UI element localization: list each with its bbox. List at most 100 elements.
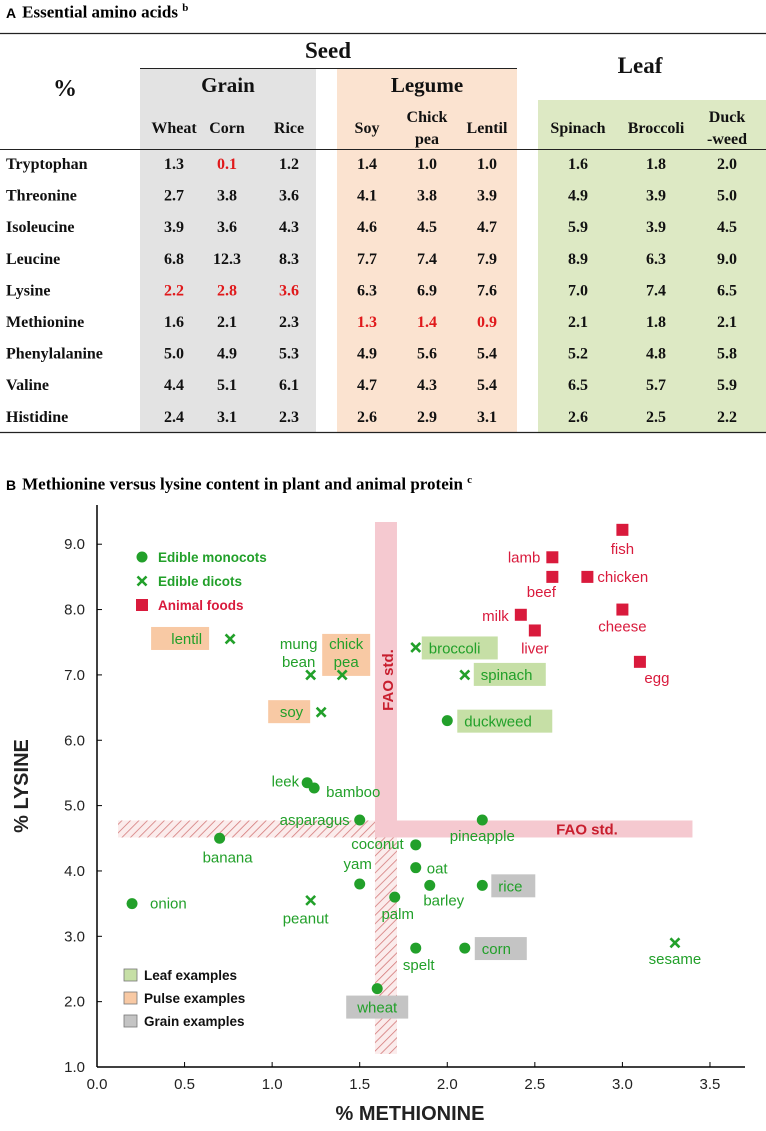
row-label: Isoleucine bbox=[6, 219, 74, 236]
table-cell: 3.1 bbox=[477, 409, 497, 426]
table-cell: 5.7 bbox=[646, 377, 666, 394]
y-tick-label: 9.0 bbox=[64, 536, 85, 553]
y-tick-label: 4.0 bbox=[64, 863, 85, 880]
animal-point bbox=[633, 655, 646, 668]
table-cell: 3.8 bbox=[417, 188, 437, 205]
legend-label: Edible monocots bbox=[158, 550, 267, 565]
legend-label: Edible dicots bbox=[158, 574, 242, 589]
grain-background bbox=[140, 68, 316, 432]
highlight-box bbox=[268, 700, 311, 724]
table-cell-highlight: 2.8 bbox=[217, 282, 237, 299]
point-label: chick pea bbox=[329, 636, 364, 671]
column-header: pea bbox=[415, 131, 439, 148]
table-cell-highlight: 0.9 bbox=[477, 314, 497, 331]
table-cell: 3.6 bbox=[279, 188, 299, 205]
table-cell: 12.3 bbox=[213, 251, 241, 268]
table-cell: 1.0 bbox=[417, 156, 437, 173]
y-tick-label: 6.0 bbox=[64, 732, 85, 749]
column-header: Corn bbox=[209, 120, 245, 137]
table-cell: 7.4 bbox=[417, 251, 437, 268]
panel-a-footnote: b bbox=[182, 2, 189, 14]
table-cell-highlight: 3.6 bbox=[279, 282, 299, 299]
point-label: lamb bbox=[508, 549, 541, 566]
table-cell: 6.9 bbox=[417, 282, 437, 299]
legend-label: Animal foods bbox=[158, 598, 244, 613]
animal-point bbox=[528, 624, 541, 637]
table-cell: 4.7 bbox=[357, 377, 377, 394]
x-tick-label: 2.0 bbox=[437, 1076, 458, 1093]
point-label: barley bbox=[423, 892, 464, 909]
table-cell: 2.7 bbox=[164, 188, 184, 205]
point-label: yam bbox=[344, 856, 372, 873]
monocot-point bbox=[459, 942, 471, 954]
dicot-point bbox=[305, 669, 317, 681]
highlight-box bbox=[457, 709, 553, 733]
table-cell: 4.7 bbox=[477, 219, 497, 236]
table-cell: 2.0 bbox=[717, 156, 737, 173]
seed-header: Seed bbox=[305, 38, 351, 63]
column-header: -weed bbox=[707, 131, 747, 148]
point-label: rice bbox=[498, 878, 522, 895]
row-label: Threonine bbox=[6, 188, 77, 205]
table-cell: 4.1 bbox=[357, 188, 377, 205]
table-cell: 5.1 bbox=[217, 377, 237, 394]
table-cell: 3.8 bbox=[217, 188, 237, 205]
row-label: Valine bbox=[6, 377, 49, 394]
row-label: Histidine bbox=[6, 409, 68, 426]
table-cell: 2.3 bbox=[279, 409, 299, 426]
legume-header: Legume bbox=[391, 73, 463, 97]
x-tick-label: 3.5 bbox=[700, 1076, 721, 1093]
table-cell: 5.9 bbox=[568, 219, 588, 236]
animal-point bbox=[514, 608, 527, 621]
y-tick-label: 8.0 bbox=[64, 602, 85, 619]
table-cell: 3.9 bbox=[646, 188, 666, 205]
table-cell: 2.2 bbox=[717, 409, 737, 426]
table-cell: 1.4 bbox=[357, 156, 377, 173]
table-cell: 4.8 bbox=[646, 346, 666, 363]
column-header: Rice bbox=[274, 120, 304, 137]
highlight-box bbox=[346, 995, 409, 1019]
table-corner-label: % bbox=[53, 76, 77, 102]
dicot-point bbox=[459, 669, 471, 681]
table-cell: 9.0 bbox=[717, 251, 737, 268]
table-cell: 7.9 bbox=[477, 251, 497, 268]
table-cell: 4.9 bbox=[357, 346, 377, 363]
point-label: mung bean bbox=[280, 636, 318, 671]
table-cell: 6.8 bbox=[164, 251, 184, 268]
x-tick-label: 1.5 bbox=[349, 1076, 370, 1093]
panel-b-footnote: c bbox=[467, 474, 473, 486]
y-tick-label: 7.0 bbox=[64, 667, 85, 684]
table-cell: 4.5 bbox=[717, 219, 737, 236]
table-cell: 4.9 bbox=[568, 188, 588, 205]
x-tick-label: 0.5 bbox=[174, 1076, 195, 1093]
monocot-point bbox=[476, 814, 488, 826]
monocot-point bbox=[410, 942, 422, 954]
dicot-point bbox=[336, 669, 348, 681]
table-cell: 1.8 bbox=[646, 156, 666, 173]
table-cell: 3.6 bbox=[217, 219, 237, 236]
point-label: spelt bbox=[403, 957, 436, 974]
point-label: peanut bbox=[283, 910, 330, 927]
table-cell-highlight: 0.1 bbox=[217, 156, 237, 173]
monocot-point bbox=[354, 814, 366, 826]
point-label: chicken bbox=[597, 569, 648, 586]
grain-header: Grain bbox=[201, 73, 255, 97]
y-tick-label: 5.0 bbox=[64, 798, 85, 815]
monocot-point bbox=[424, 879, 436, 891]
point-label: corn bbox=[482, 941, 511, 958]
point-label: egg bbox=[644, 670, 669, 687]
table-cell: 2.5 bbox=[646, 409, 666, 426]
fao-methionine-band bbox=[374, 522, 397, 837]
legend-swatch bbox=[123, 991, 138, 1005]
table-cell: 3.1 bbox=[217, 409, 237, 426]
monocot-point bbox=[389, 891, 401, 903]
table-cell: 2.3 bbox=[279, 314, 299, 331]
row-label: Methionine bbox=[6, 314, 84, 331]
point-label: fish bbox=[611, 541, 634, 558]
table-cell: 5.8 bbox=[717, 346, 737, 363]
point-label: palm bbox=[381, 906, 414, 923]
point-label: lentil bbox=[171, 631, 202, 648]
table-cell: 1.3 bbox=[164, 156, 184, 173]
table-cell: 6.3 bbox=[646, 251, 666, 268]
table-cell: 8.9 bbox=[568, 251, 588, 268]
